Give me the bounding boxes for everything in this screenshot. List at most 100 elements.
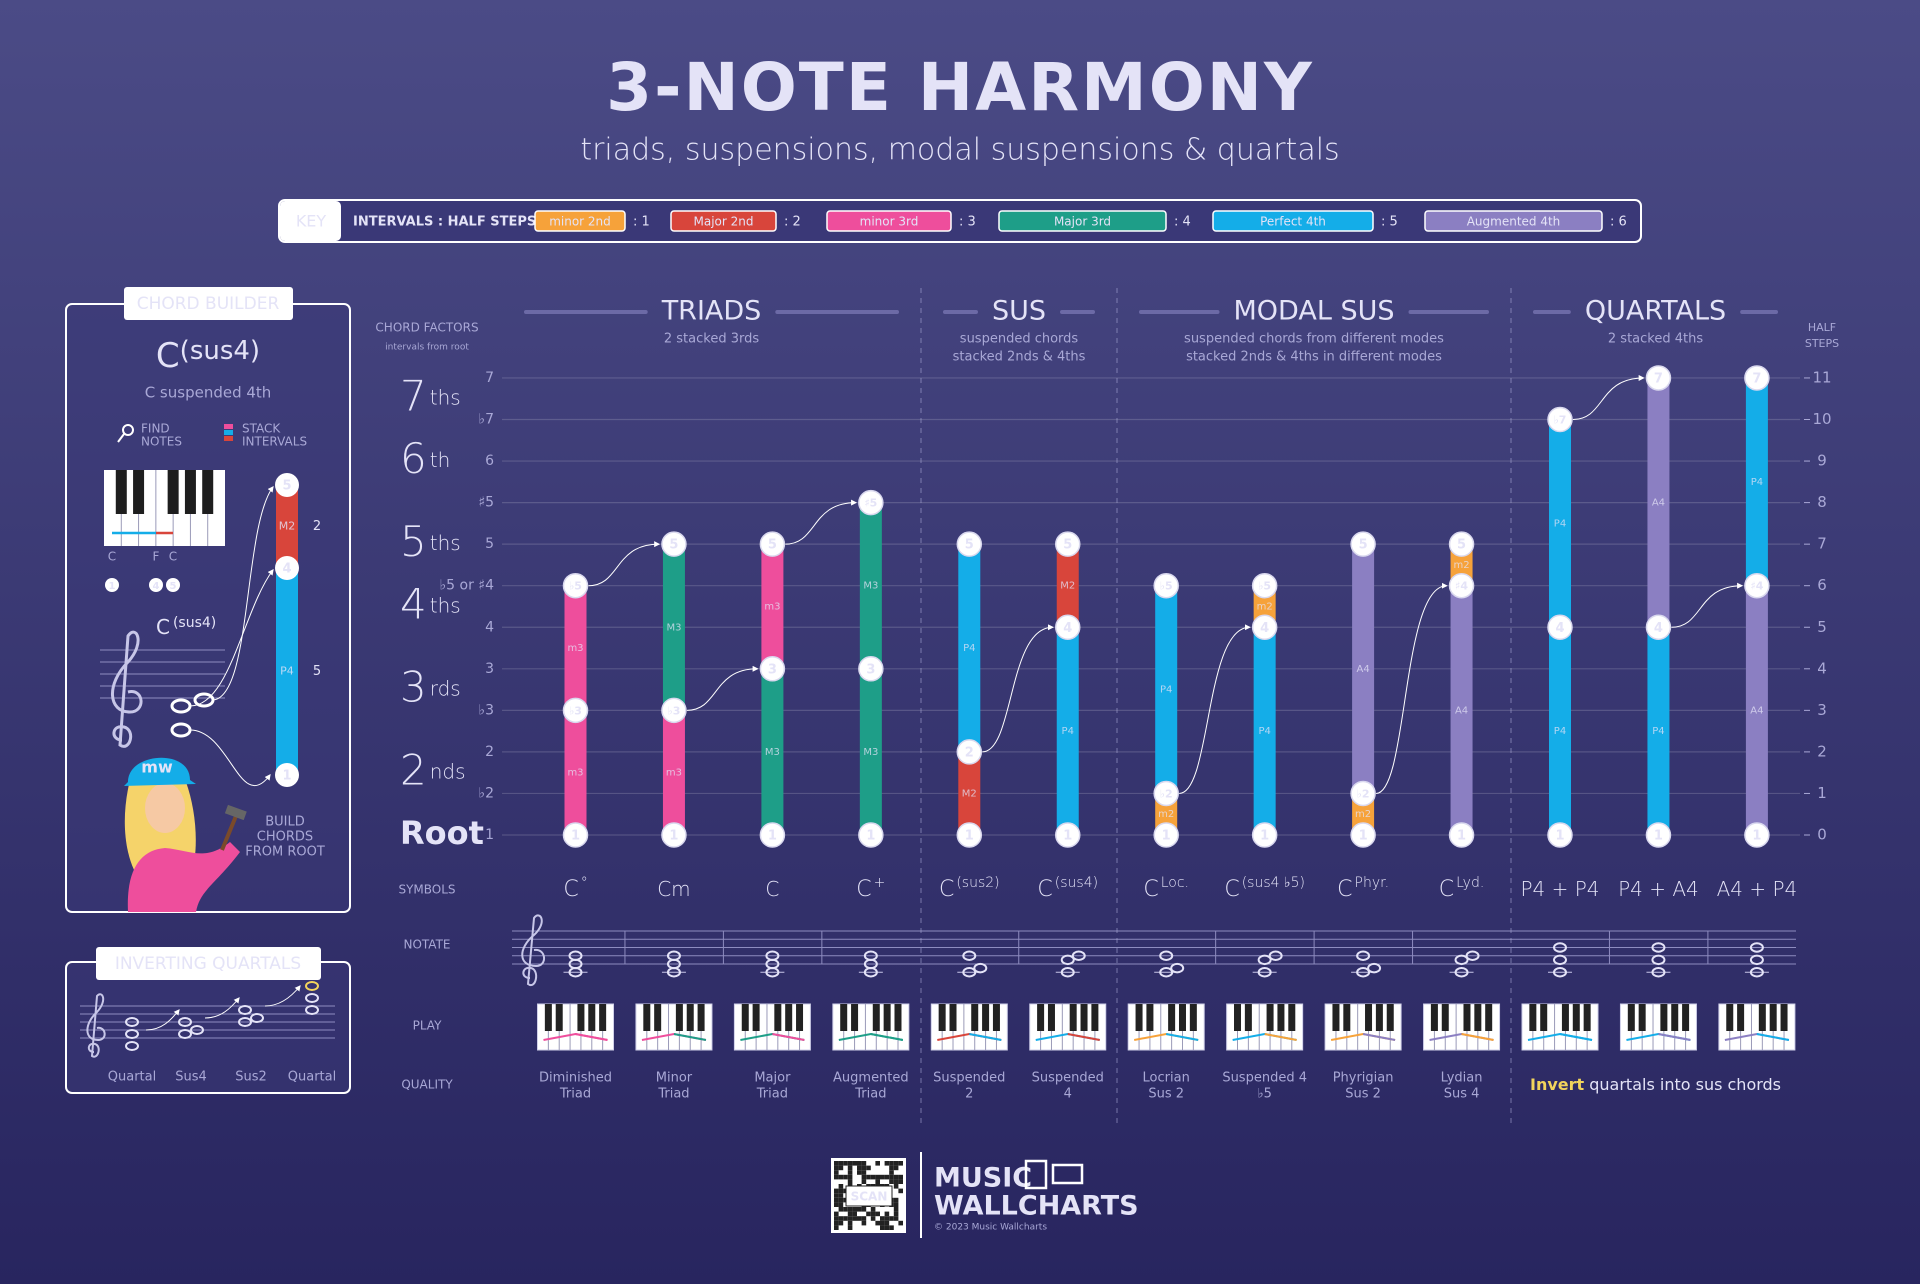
piano-black-key [1037,1004,1045,1031]
chord-quality: Triad [854,1087,886,1102]
qr-cell [847,1170,853,1175]
chord-note-label: 5 [669,538,678,553]
piano-black-key [588,1004,596,1031]
qr-cell [893,1207,899,1212]
chord-note [858,489,884,516]
piano-interval [1461,1033,1494,1041]
chord-note [1153,822,1179,848]
interval-segment [1647,627,1670,835]
transition-arrow [1179,624,1251,794]
notehead [973,962,988,974]
chord-column: A4 P4 1 ♯4 7 A4 + P4 [1707,365,1798,1051]
factor-group: 4 ths [400,579,461,628]
chord-note [1645,614,1672,640]
piano-black-key [202,470,214,514]
chord-note [661,822,687,848]
interval-label: A4 [1356,664,1369,675]
interval-label: A4 [1455,705,1468,716]
symbol-main: A4 + P4 [1717,877,1798,901]
notehead [125,1029,139,1039]
chord-symbol: C + [856,875,885,902]
chord-note [1153,572,1179,599]
interval-segment [958,544,981,752]
notehead [1367,962,1382,974]
piano-black-key [1474,1004,1482,1031]
qr-cell [847,1161,853,1166]
notehead [1749,942,1764,953]
interval-steps: 5 [313,664,321,679]
chord-note [956,739,983,765]
qr-cell [834,1170,839,1175]
symbol-main: C [765,877,779,901]
piano-black-key [1561,1004,1569,1031]
interval-label: m2 [1158,809,1174,820]
factor-label: ♭2 [478,785,494,801]
notehead [1060,954,1075,966]
chord-note [661,531,687,557]
qr-cell [875,1179,880,1184]
symbol-sup: Lyd. [1456,875,1484,891]
qr-cell [847,1174,853,1180]
chord-note [1744,822,1770,848]
qr-cell [861,1179,867,1184]
chord-quality: Augmented [833,1071,909,1086]
chord-note [1251,614,1278,640]
notehead [1749,967,1764,978]
interval-segment [564,585,587,711]
subtitle: triads, suspensions, modal suspensions &… [580,133,1339,168]
piano-black-key [1365,1004,1373,1031]
hammer-handle [220,815,238,851]
half-step-label: 1 [1817,784,1827,802]
qr-cell [843,1207,848,1212]
character-helmet [124,757,196,786]
interval-label: P4 [1062,726,1074,737]
symbol-sup: (sus4) [1055,875,1098,891]
factor-label: 4 [485,619,494,635]
piano-black-key [184,470,196,514]
factors-subtitle: intervals from root [385,343,469,353]
notehead [1454,954,1469,966]
qr-cell [893,1216,899,1221]
row-label: SYMBOLS [398,883,455,897]
interval-segment [1056,627,1079,835]
chord-note-label: 5 [768,538,777,553]
scan-label: SCAN [851,1190,888,1204]
piano-black-key [1332,1004,1340,1031]
key-title: INTERVALS : HALF STEPS [353,215,536,230]
symbol-main: C [1037,877,1052,902]
piano-interval [870,1033,904,1041]
symbol-sup: (sus2) [956,875,999,891]
qr-cell [847,1211,853,1217]
piano-black-key [1091,1004,1099,1031]
builder-arrow [189,569,274,707]
interval-label: m3 [764,601,780,612]
chord-quality: 4 [1064,1087,1072,1102]
factor-label: ♭3 [478,702,494,718]
piano-black-key [1529,1004,1537,1031]
factor-label: 2 [485,744,494,760]
interval-label: M3 [863,581,878,592]
section-title: QUARTALS [1585,296,1726,327]
symbol-sup: + [874,875,886,891]
harmony-chart: CHORD FACTORS intervals from root HALF STEP… [375,288,1839,1127]
piano-interval [1362,1033,1396,1041]
factor-label: ♯5 [478,495,494,511]
chord-note-label: 1 [1359,829,1368,844]
qr-cell [861,1220,867,1226]
piano-interval [1067,1033,1100,1041]
key-note: C [108,550,116,564]
qr-cell [852,1216,857,1221]
chord-note [1350,531,1376,557]
qr-cell [852,1207,857,1212]
symbol-main: C [1337,877,1352,902]
chord-quality: Locrian [1143,1071,1190,1086]
piano-black-key [949,1004,957,1031]
chord-note-label: 1 [1063,829,1072,844]
chord-column: P4 P4 1 4 ♭7 P4 + P4 [1520,406,1600,1051]
inversion-label: Quartal [108,1070,156,1085]
factor-group-suffix: ths [430,593,461,617]
piano-black-key [1288,1004,1296,1031]
qr-cell [880,1174,885,1180]
